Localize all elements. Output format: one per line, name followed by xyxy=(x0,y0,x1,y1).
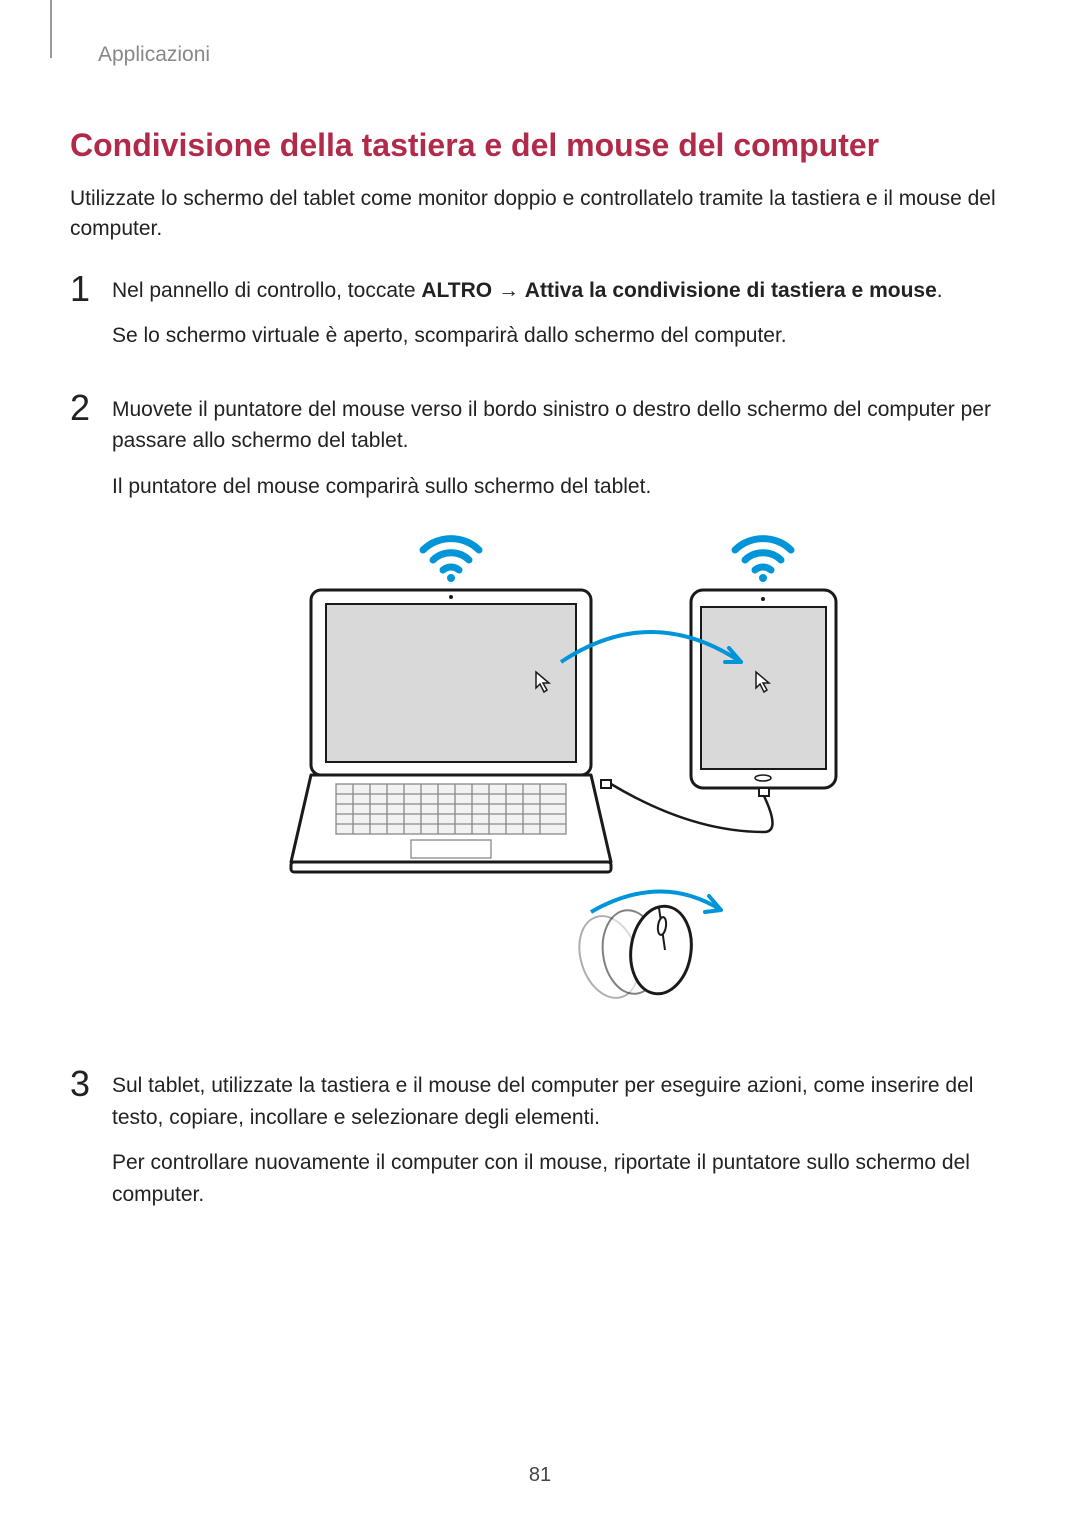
step-2-line-2: Il puntatore del mouse comparirà sullo s… xyxy=(112,471,1010,503)
text-bold: Attiva la condivisione di tastiera e mou… xyxy=(525,279,937,302)
usb-cable xyxy=(611,784,773,832)
header-label: Applicazioni xyxy=(98,43,1010,67)
wifi-icon xyxy=(735,539,791,582)
header-divider xyxy=(50,0,52,58)
text-fragment: . xyxy=(937,279,943,302)
step-3-line-2: Per controllare nuovamente il computer c… xyxy=(112,1147,1010,1210)
step-1-line-1: Nel pannello di controllo, toccate ALTRO… xyxy=(112,275,1010,307)
text-fragment: → xyxy=(492,279,525,302)
step-2: 2 Muovete il puntatore del mouse verso i… xyxy=(70,394,1010,1043)
wifi-icon xyxy=(423,539,479,582)
step-1: 1 Nel pannello di controllo, toccate ALT… xyxy=(70,275,1010,366)
step-1-line-2: Se lo schermo virtuale è aperto, scompar… xyxy=(112,320,1010,352)
text-fragment: Nel pannello di controllo, toccate xyxy=(112,279,421,302)
step-number: 1 xyxy=(70,271,112,366)
page-number: 81 xyxy=(0,1464,1080,1487)
step-3: 3 Sul tablet, utilizzate la tastiera e i… xyxy=(70,1070,1010,1224)
intro-text: Utilizzate lo schermo del tablet come mo… xyxy=(70,184,1010,245)
step-2-line-1: Muovete il puntatore del mouse verso il … xyxy=(112,394,1010,457)
tablet-icon xyxy=(691,590,836,796)
laptop-icon xyxy=(291,590,611,872)
illustration xyxy=(112,522,1010,1012)
mouse-icon xyxy=(569,903,696,1006)
text-bold: ALTRO xyxy=(421,279,492,302)
section-title: Condivisione della tastiera e del mouse … xyxy=(70,127,1010,164)
step-number: 3 xyxy=(70,1066,112,1224)
step-3-line-1: Sul tablet, utilizzate la tastiera e il … xyxy=(112,1070,1010,1133)
devices-diagram-svg xyxy=(261,522,861,1012)
step-number: 2 xyxy=(70,390,112,1043)
